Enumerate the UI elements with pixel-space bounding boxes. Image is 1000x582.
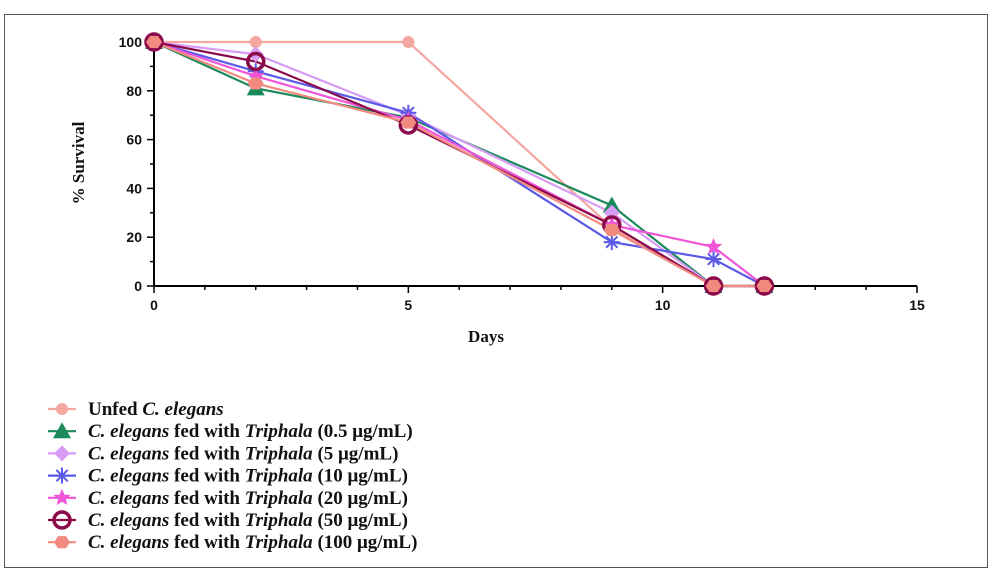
data-point [245, 51, 266, 72]
x-tick-label: 5 [404, 297, 412, 313]
marker-shape [605, 235, 619, 249]
legend-label: C. elegans fed with Triphala (100 μg/mL) [88, 532, 417, 553]
y-tick-label: 20 [126, 229, 142, 245]
legend-label: C. elegans fed with Triphala (0.5 μg/mL) [88, 421, 413, 442]
legend-item: C. elegans fed with Triphala (20 μg/mL) [48, 488, 408, 509]
legend-swatch-marker [52, 510, 72, 530]
marker-shape [247, 77, 264, 90]
marker-shape [402, 36, 415, 48]
marker-shape [245, 51, 266, 72]
legend-item: C. elegans fed with Triphala (0.5 μg/mL) [48, 421, 413, 442]
legend-item: C. elegans fed with Triphala (50 μg/mL) [48, 510, 408, 531]
marker-shape [53, 488, 71, 506]
legend-item: Unfed C. elegans [48, 399, 224, 420]
y-tick-label: 40 [126, 180, 142, 196]
legend-label: C. elegans fed with Triphala (5 μg/mL) [88, 443, 398, 464]
legend-item: C. elegans fed with Triphala (100 μg/mL) [48, 532, 417, 553]
legend-swatch-marker [54, 536, 70, 549]
legend-swatch-marker [53, 488, 71, 506]
y-tick-label: 100 [119, 34, 143, 50]
x-tick-label: 15 [909, 297, 925, 313]
data-point [603, 223, 620, 236]
data-point [247, 77, 264, 90]
series-line [153, 40, 765, 288]
data-point [146, 35, 162, 49]
series-line [153, 40, 766, 287]
legend-swatch-marker [56, 403, 68, 415]
figure-frame [4, 14, 988, 568]
marker-shape [704, 237, 723, 255]
data-point [705, 251, 722, 268]
legend-item: C. elegans fed with Triphala (10 μg/mL) [48, 466, 408, 487]
legend-label: C. elegans fed with Triphala (20 μg/mL) [88, 488, 408, 509]
legend-label: C. elegans fed with Triphala (50 μg/mL) [88, 510, 408, 531]
marker-shape [54, 445, 70, 462]
marker-shape [53, 422, 71, 439]
marker-shape [249, 36, 262, 48]
marker-shape [56, 403, 68, 415]
x-tick-label: 10 [655, 297, 671, 313]
legend-swatch-marker [54, 467, 70, 484]
axes: 0 5 10 15 0 20 40 60 80 100 [119, 34, 925, 313]
data-point [602, 196, 621, 213]
x-axis-title: Days [468, 327, 504, 346]
legend-item: C. elegans fed with Triphala (5 μg/mL) [48, 443, 398, 464]
marker-shape [603, 223, 620, 236]
marker-shape [55, 469, 69, 482]
marker-shape [707, 252, 720, 266]
data-point [704, 237, 723, 255]
marker-shape [146, 35, 162, 49]
x-tick-label: 0 [150, 297, 158, 313]
y-tick-label: 60 [126, 132, 142, 148]
marker-shape [756, 279, 773, 293]
data-point [249, 36, 262, 48]
data-point [756, 279, 773, 293]
legend-label: C. elegans fed with Triphala (10 μg/mL) [88, 466, 408, 487]
y-tick-label: 0 [134, 278, 142, 294]
legend-label: Unfed C. elegans [88, 399, 224, 420]
legend-swatch-marker [54, 445, 70, 462]
marker-shape [602, 196, 621, 213]
legend-swatch-marker [53, 422, 71, 439]
data-point [603, 234, 620, 251]
data-point [705, 279, 722, 293]
marker-shape [52, 510, 72, 530]
data-point [400, 116, 417, 129]
plot-area [144, 32, 775, 296]
marker-shape [54, 536, 70, 549]
y-tick-label: 80 [126, 83, 142, 99]
marker-shape [705, 279, 722, 293]
data-point [402, 36, 415, 48]
marker-shape [400, 116, 417, 129]
y-axis-title: % Survival [69, 121, 88, 204]
